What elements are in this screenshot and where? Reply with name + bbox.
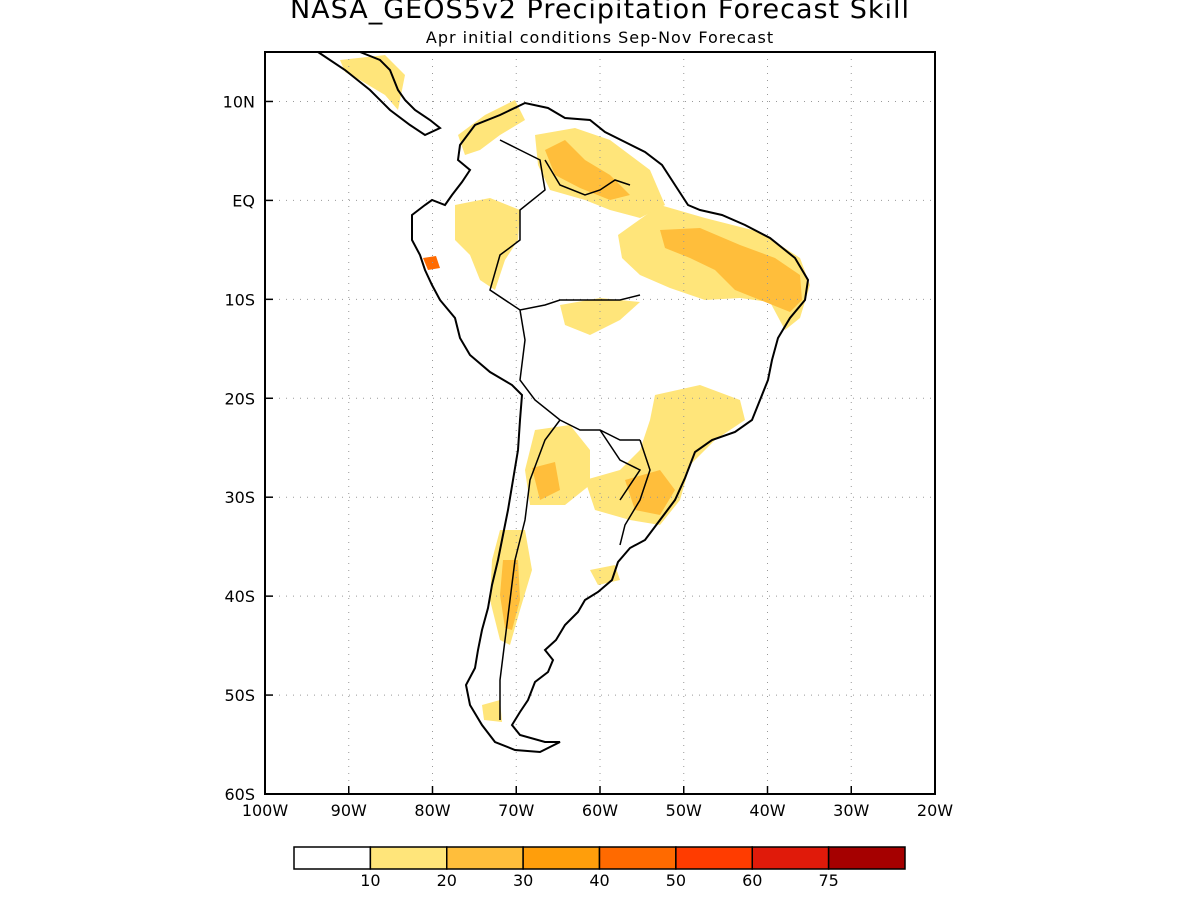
skill-shading-layer [340, 55, 810, 722]
colorbar-swatch [751, 846, 830, 870]
central-america-coastline [317, 51, 442, 137]
colorbar-swatch [293, 846, 372, 870]
skill-area-peru-coast [423, 256, 440, 270]
lon-tick-label: 70W [498, 801, 534, 820]
skill-area-colombia [455, 198, 520, 290]
lon-tick-label: 50W [666, 801, 702, 820]
coastline-layer [317, 51, 810, 754]
colorbar-swatch [827, 846, 906, 870]
lat-tick-label: 30S [224, 488, 255, 507]
lon-tick-label: 80W [414, 801, 450, 820]
lat-tick-label: EQ [232, 191, 255, 210]
south-america-coastline [411, 101, 810, 754]
skill-area-southern-brazil [585, 385, 745, 525]
latitude-axis: 10N EQ 10S 20S 30S 40S 50S 60S [223, 92, 273, 804]
lon-tick-label: 60W [582, 801, 618, 820]
lat-tick-label: 10N [223, 92, 255, 111]
colorbar-swatch [446, 846, 524, 870]
colorbar-label: 30 [513, 871, 533, 890]
colorbar-label: 20 [437, 871, 457, 890]
colorbar-swatch [369, 846, 448, 870]
colorbar-label: 50 [666, 871, 686, 890]
skill-area-colombia-north [458, 100, 525, 155]
colorbar-label: 10 [360, 871, 380, 890]
lat-tick-label: 50S [224, 686, 255, 705]
colorbar-label: 75 [818, 871, 838, 890]
colorbar-label: 60 [742, 871, 762, 890]
colorbar-swatch [598, 846, 677, 870]
colorbar: 10 20 30 40 50 60 75 [293, 846, 906, 890]
skill-area-patagonia [482, 700, 502, 722]
lon-tick-label: 100W [242, 801, 289, 820]
colorbar-swatch [675, 846, 753, 870]
skill-area-northern-argentina-core [532, 462, 560, 500]
longitude-axis: 100W 90W 80W 70W 60W 50W 40W 30W 20W [242, 786, 953, 820]
map-title: NASA_GEOS5v2 Precipitation Forecast Skil… [289, 0, 911, 25]
lat-tick-label: 10S [224, 290, 255, 309]
lat-tick-label: 20S [224, 389, 255, 408]
skill-area-northern-argentina [525, 425, 590, 505]
lat-tick-label: 40S [224, 587, 255, 606]
colorbar-swatch [522, 846, 601, 870]
map-subtitle: Apr initial conditions Sep-Nov Forecast [425, 28, 775, 47]
lon-tick-label: 40W [749, 801, 785, 820]
colorbar-label: 40 [589, 871, 609, 890]
skill-area-central-brazil [560, 298, 640, 335]
country-borders [489, 139, 651, 720]
skill-area-northeast-brazil-core [660, 228, 802, 312]
lon-tick-label: 30W [833, 801, 869, 820]
lat-tick-label: 60S [224, 785, 255, 804]
lon-tick-label: 90W [331, 801, 367, 820]
lon-tick-label: 20W [917, 801, 953, 820]
